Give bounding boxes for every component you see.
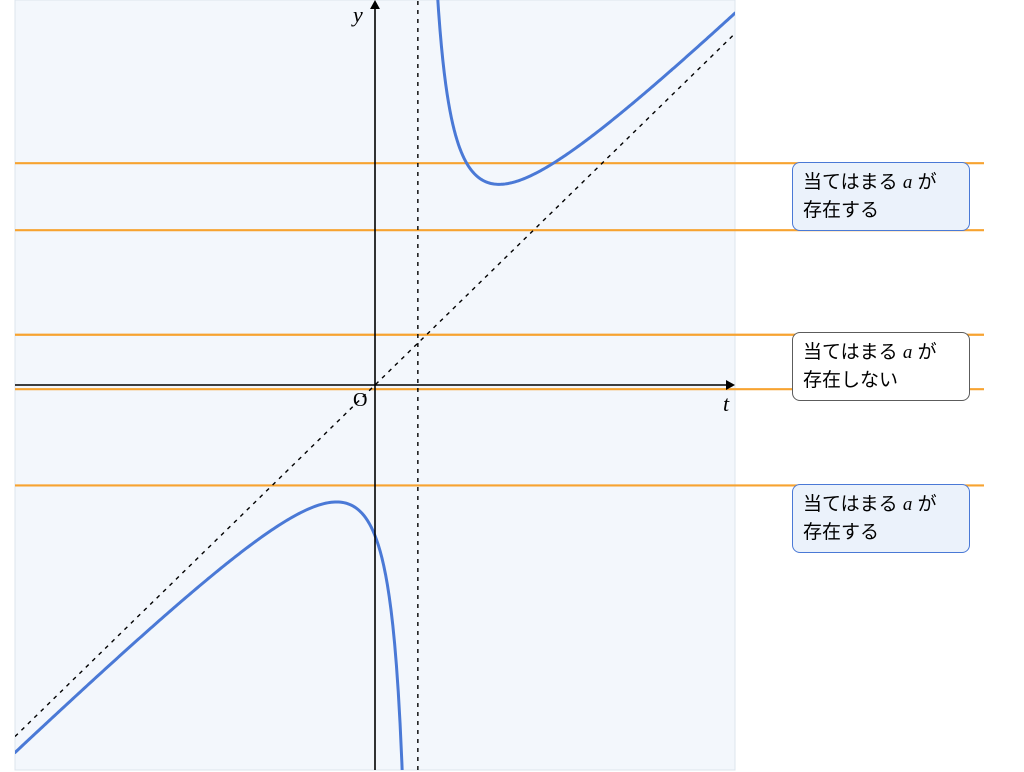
variable-a: a xyxy=(903,342,913,363)
origin-label: O xyxy=(353,389,367,412)
variable-a: a xyxy=(903,494,913,515)
annotation-box: 当てはまる a が存在する xyxy=(792,484,970,553)
figure-stage: y t O 当てはまる a が存在する当てはまる a が存在しない当てはまる a が存… xyxy=(0,0,1024,772)
annotation-box: 当てはまる a が存在する xyxy=(792,162,970,231)
y-axis-label: y xyxy=(353,2,363,28)
variable-a: a xyxy=(903,172,913,193)
x-axis-label: t xyxy=(723,391,729,417)
annotation-box: 当てはまる a が存在しない xyxy=(792,332,970,401)
